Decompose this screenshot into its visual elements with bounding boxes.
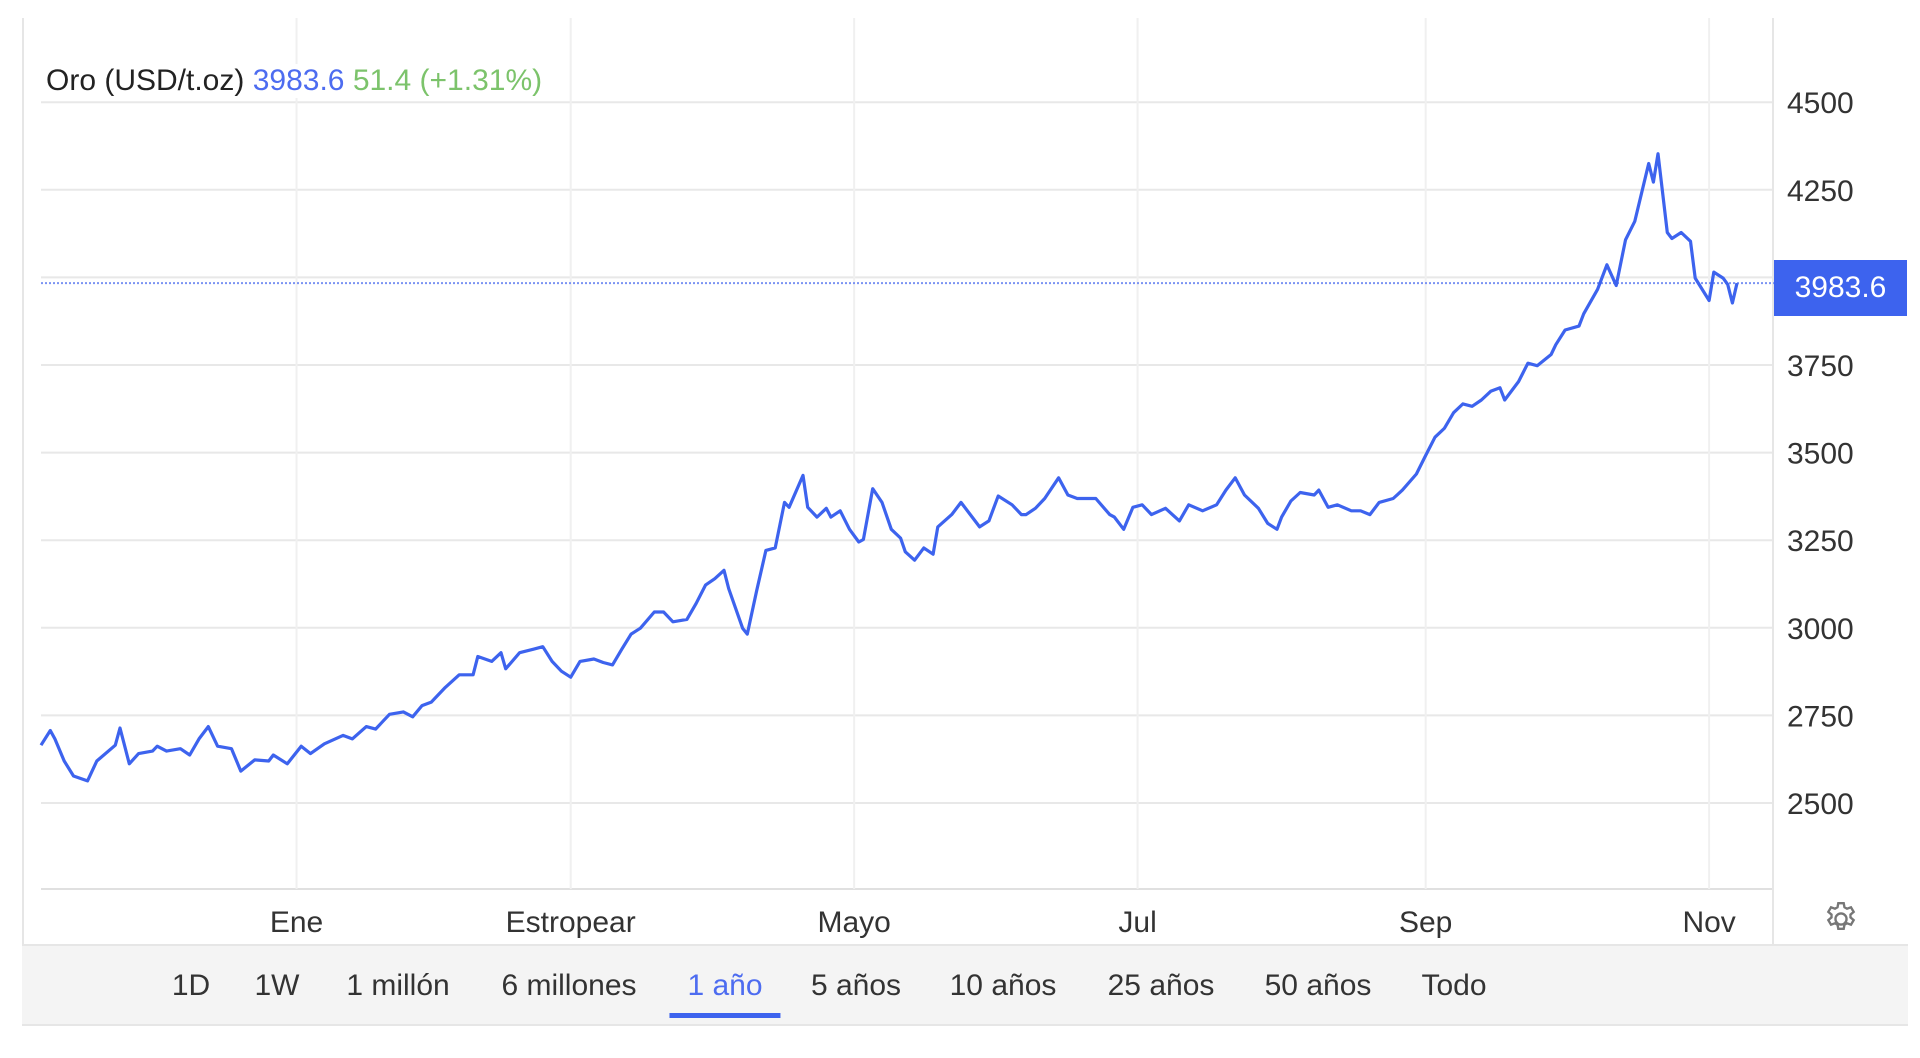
gear-icon[interactable]: [1822, 900, 1860, 938]
gold-price-line: [39, 152, 1739, 783]
y-tick-label: 2500: [1787, 788, 1854, 821]
y-tick-label: 4250: [1787, 175, 1854, 208]
x-tick-label: Sep: [1399, 906, 1452, 939]
y-tick-label: 2750: [1787, 700, 1854, 733]
x-tick-label: Ene: [270, 906, 323, 939]
y-tick-label: 3750: [1787, 350, 1854, 383]
last-price-badge: 3983.6: [1774, 260, 1907, 316]
range-button-1-millón[interactable]: 1 millón: [346, 969, 450, 1002]
price-change-percent: (+1.31%): [419, 64, 543, 97]
x-tick-label: Mayo: [817, 906, 890, 939]
instrument-name: Oro (USD/t.oz): [46, 64, 245, 97]
range-button-1-año[interactable]: 1 año: [669, 946, 781, 1024]
chart-title: Oro (USD/t.oz) 3983.6 51.4 (+1.31%): [46, 64, 553, 98]
y-tick-label: 3250: [1787, 525, 1854, 558]
range-button-25-años[interactable]: 25 años: [1107, 969, 1215, 1002]
x-tick-label: Estropear: [506, 906, 636, 939]
range-button-todo[interactable]: Todo: [1421, 969, 1487, 1002]
x-tick-label: Jul: [1118, 906, 1156, 939]
y-axis-labels: 2500 2750 3000 3250 3500 3750 4250 4500: [1787, 87, 1854, 821]
range-button-1d[interactable]: 1D: [171, 969, 211, 1002]
range-button-5-años[interactable]: 5 años: [810, 969, 902, 1002]
x-tick-label: Nov: [1682, 906, 1735, 939]
y-tick-label: 3000: [1787, 613, 1854, 646]
x-axis-labels: Ene Estropear Mayo Jul Sep Nov: [270, 906, 1736, 939]
range-button-10-años[interactable]: 10 años: [949, 969, 1057, 1002]
range-button-6-millones[interactable]: 6 millones: [501, 969, 637, 1002]
price-change: 51.4: [352, 64, 412, 97]
chart-frame: [22, 18, 1910, 1024]
current-price: 3983.6: [252, 64, 345, 97]
range-selector: 1D 1W 1 millón 6 millones 1 año 5 años 10 años…: [22, 944, 1908, 1026]
y-tick-label: 3500: [1787, 438, 1854, 471]
range-button-1w[interactable]: 1W: [254, 969, 300, 1002]
y-tick-label: 4500: [1787, 87, 1854, 120]
vertical-grid: [295, 18, 1711, 889]
range-button-50-años[interactable]: 50 años: [1264, 969, 1372, 1002]
grid: [41, 18, 1774, 944]
